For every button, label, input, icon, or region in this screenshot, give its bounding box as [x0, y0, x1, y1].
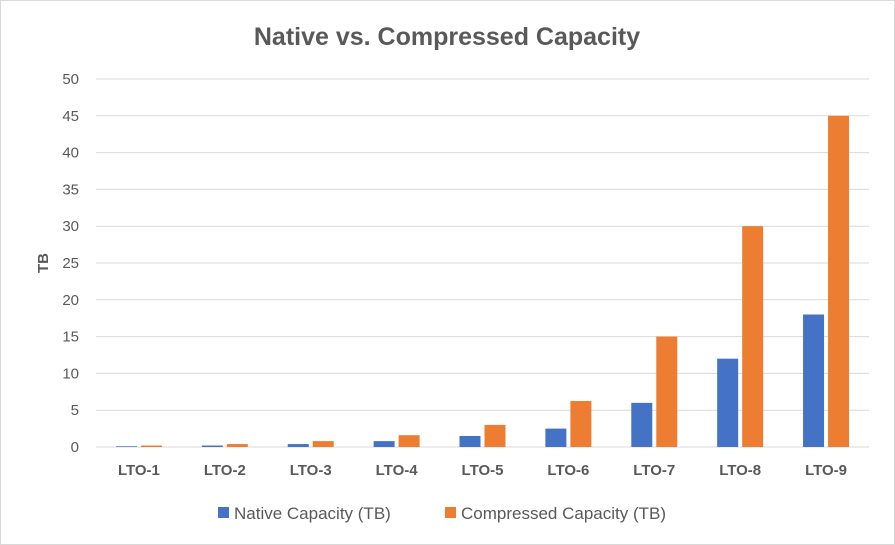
x-category-label: LTO-1: [118, 462, 160, 479]
x-category-label: LTO-9: [805, 462, 847, 479]
y-tick-label: 10: [62, 365, 79, 382]
y-tick-label: 20: [62, 292, 79, 309]
y-tick-label: 30: [62, 218, 79, 235]
x-category-label: LTO-2: [204, 462, 246, 479]
y-tick-label: 45: [62, 108, 79, 125]
y-tick-label: 15: [62, 329, 79, 346]
native-capacity-bar-lto-7: [631, 402, 653, 447]
compressed-capacity-bar-lto-6: [570, 401, 592, 447]
legend: Native Capacity (TB) Compressed Capacity …: [218, 504, 666, 523]
x-category-label: LTO-7: [633, 462, 675, 479]
compressed-capacity-bar-lto-9: [828, 115, 850, 448]
native-capacity-bar-lto-6: [545, 428, 567, 447]
y-tick-label: 25: [62, 255, 79, 272]
compressed-capacity-bar-lto-2: [226, 444, 248, 447]
chart-title: Native vs. Compressed Capacity: [254, 23, 640, 51]
x-category-label: LTO-6: [547, 462, 589, 479]
native-capacity-bar-lto-9: [803, 314, 825, 447]
gridlines: [96, 78, 869, 448]
native-capacity-bar-lto-1: [115, 446, 137, 447]
y-axis-ticks: 0 5 10 15 20 25 30 35 40 45 50: [62, 71, 79, 456]
x-axis-categories: LTO-1 LTO-2 LTO-3 LTO-4 LTO-5 LTO-6 LTO-7 LTO-8…: [118, 462, 847, 479]
compressed-capacity-bar-lto-4: [398, 435, 420, 447]
x-category-label: LTO-8: [719, 462, 761, 479]
compressed-capacity-bar-lto-5: [484, 424, 506, 447]
y-tick-label: 40: [62, 145, 79, 162]
y-axis-label: TB: [35, 253, 52, 273]
bars: [115, 115, 850, 448]
native-capacity-bar-lto-5: [459, 435, 481, 447]
native-capacity-bar-lto-4: [373, 441, 395, 447]
y-tick-label: 5: [71, 402, 79, 419]
y-tick-label: 0: [71, 439, 79, 456]
x-category-label: LTO-4: [376, 462, 419, 479]
y-tick-label: 35: [62, 181, 79, 198]
legend-label-native: Native Capacity (TB): [234, 504, 391, 523]
compressed-capacity-bar-lto-7: [656, 336, 678, 447]
compressed-capacity-bar-lto-8: [742, 226, 764, 447]
native-capacity-bar-lto-3: [287, 444, 309, 447]
native-capacity-bar-lto-8: [717, 358, 739, 447]
x-category-label: LTO-3: [290, 462, 332, 479]
native-capacity-bar-lto-2: [201, 445, 223, 447]
legend-swatch-compressed: [445, 507, 456, 518]
y-tick-label: 50: [62, 71, 79, 88]
legend-swatch-native: [218, 507, 229, 518]
x-category-label: LTO-5: [462, 462, 504, 479]
legend-label-compressed: Compressed Capacity (TB): [461, 504, 666, 523]
compressed-capacity-bar-lto-3: [312, 441, 334, 447]
compressed-capacity-bar-lto-1: [140, 445, 162, 447]
